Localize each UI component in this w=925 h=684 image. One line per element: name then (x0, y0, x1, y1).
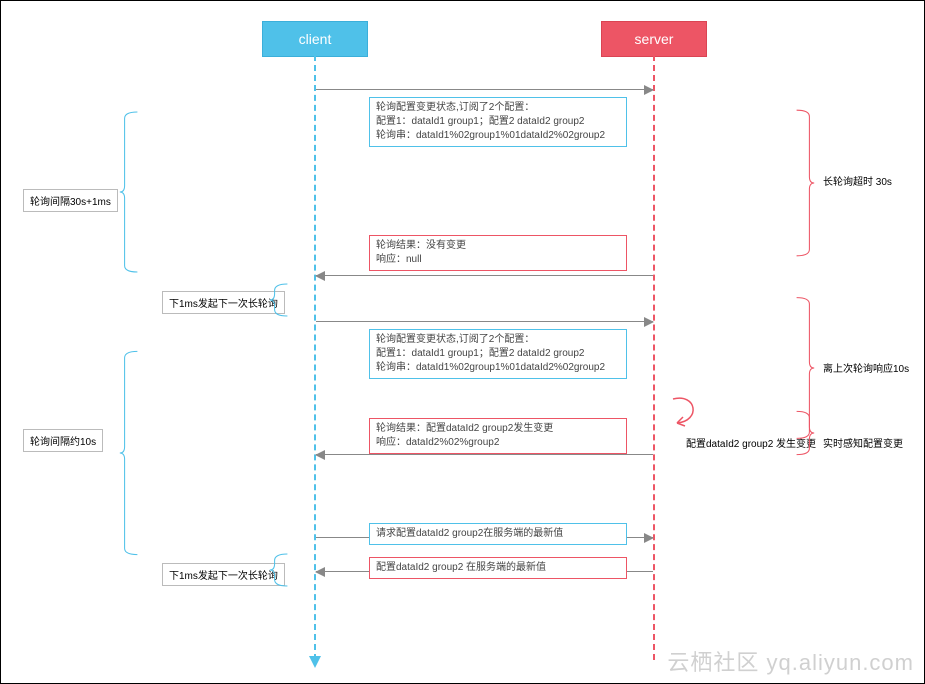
note-box: 下1ms发起下一次长轮询 (162, 563, 285, 586)
message-arrow (316, 275, 653, 276)
self-loop-icon (667, 393, 707, 434)
message-box: 配置dataId2 group2 在服务端的最新值 (369, 557, 627, 579)
message-arrow (316, 454, 653, 455)
annotation-label: 实时感知配置变更 (823, 435, 903, 450)
brace (119, 91, 143, 298)
brace (269, 279, 293, 326)
message-box: 请求配置dataId2 group2在服务端的最新值 (369, 523, 627, 545)
client-header: client (262, 21, 368, 57)
message-box: 轮询配置变更状态,订阅了2个配置：配置1：dataId1 group1；配置2 … (369, 329, 627, 379)
brace (119, 325, 143, 586)
message-box: 轮询结果：没有变更响应：null (369, 235, 627, 271)
message-arrow (316, 321, 653, 322)
note-box: 轮询间隔约10s (23, 429, 103, 452)
brace (791, 91, 815, 280)
message-box: 轮询结果：配置dataId2 group2发生变更响应：dataId2%02%g… (369, 418, 627, 454)
watermark: 云栖社区 yq.aliyun.com (667, 645, 914, 677)
annotation-label: 长轮询超时 30s (823, 173, 892, 188)
note-box: 下1ms发起下一次长轮询 (162, 291, 285, 314)
message-box: 轮询配置变更状态,订阅了2个配置：配置1：dataId1 group1；配置2 … (369, 97, 627, 147)
server-lifeline (653, 55, 655, 660)
annotation-label: 离上次轮询响应10s (823, 360, 909, 375)
brace (791, 405, 815, 466)
brace (269, 549, 293, 596)
note-box: 轮询间隔30s+1ms (23, 189, 118, 212)
message-arrow (316, 89, 653, 90)
server-header: server (601, 21, 707, 57)
